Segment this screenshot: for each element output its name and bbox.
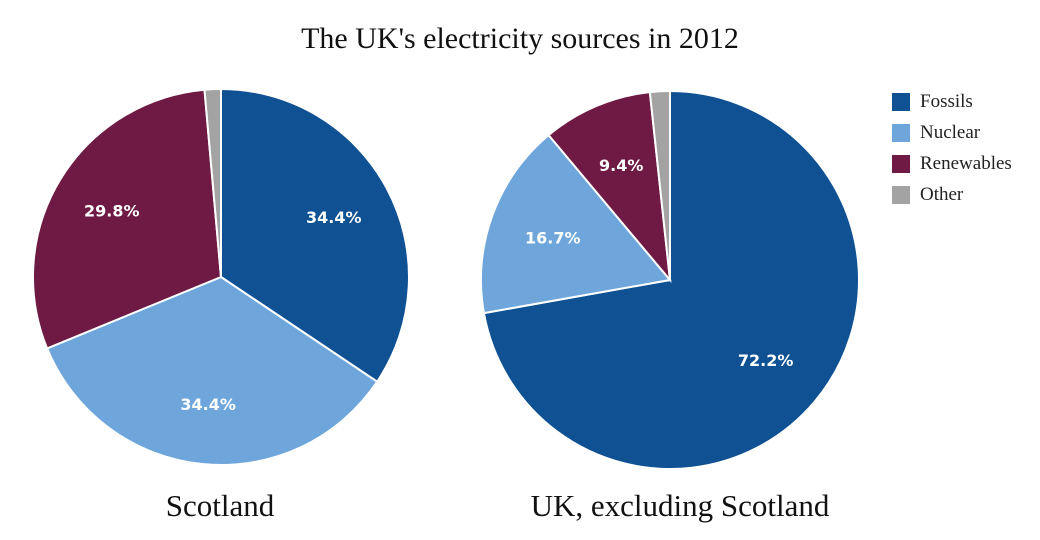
pie-caption-uk-excluding-scotland: UK, excluding Scotland [530,488,830,523]
slice-label-nuclear: 34.4% [180,395,236,414]
chart-title: The UK's electricity sources in 2012 [301,22,739,55]
slice-renewables [32,88,223,350]
pie-caption-scotland: Scotland [165,488,275,523]
slice-nuclear [480,133,672,315]
legend-item-fossils: Fossils [892,86,1012,117]
slice-fossils [220,87,410,384]
legend-swatch-nuclear [892,123,910,142]
slice-nuclear [45,275,379,466]
legend-swatch-other [892,185,910,204]
legend-item-other: Other [892,179,1012,210]
legend-swatch-fossils [892,92,910,111]
legend-label-other: Other [920,183,964,205]
legend-label-renewables: Renewables [920,152,1012,174]
slice-label-renewables: 29.8% [84,202,140,221]
legend-label-nuclear: Nuclear [920,121,981,143]
legend: Fossils Nuclear Renewables Other [892,86,1012,210]
slice-other [648,89,671,281]
slice-other [203,87,222,278]
legend-item-nuclear: Nuclear [892,117,1012,148]
legend-item-renewables: Renewables [892,148,1012,179]
legend-label-fossils: Fossils [920,90,973,112]
pie-uk-excluding-scotland: 72.2% 16.7% 9.4% [480,89,860,470]
slice-label-fossils: 34.4% [306,208,362,227]
pie-scotland: 34.4% 34.4% 29.8% [32,87,410,466]
slice-label-nuclear: 16.7% [525,228,581,247]
legend-swatch-renewables [892,154,910,173]
slice-renewables [547,90,672,284]
slice-label-renewables: 9.4% [599,156,643,175]
slice-label-fossils: 72.2% [738,351,794,370]
slice-fossils [482,89,860,470]
